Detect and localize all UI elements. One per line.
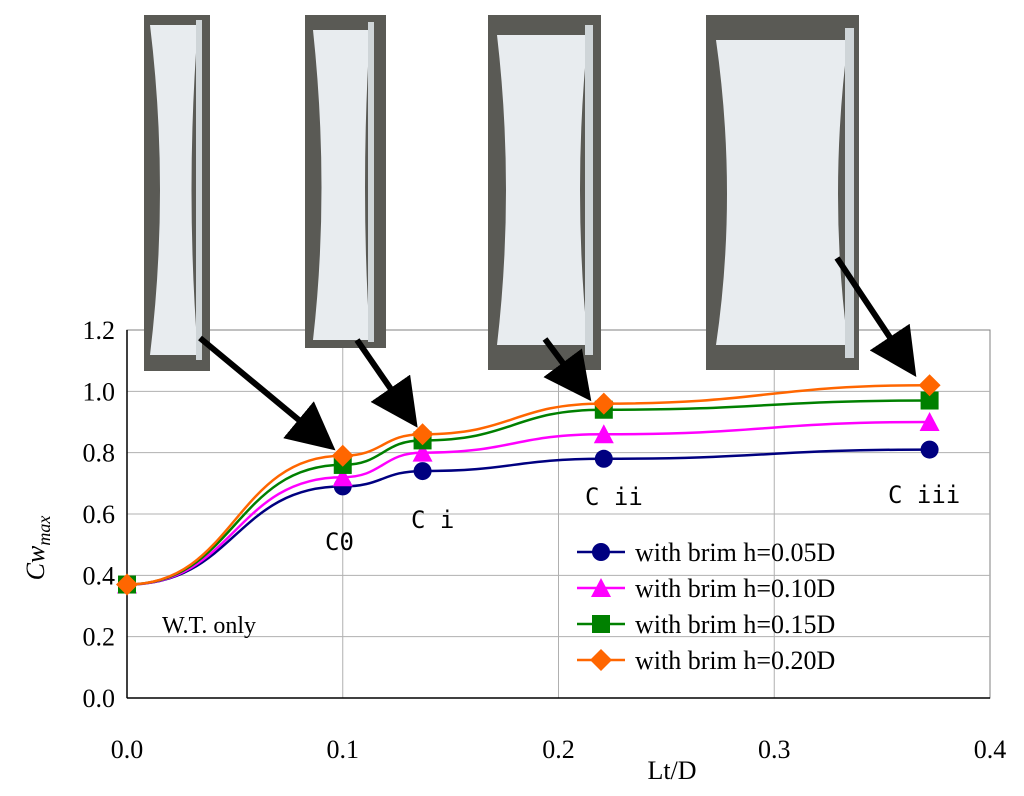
annotation-wt-only: W.T. only <box>162 613 256 639</box>
legend-marker <box>592 615 610 633</box>
arrow-ciii <box>834 256 917 377</box>
y-axis-title-group: Cwmax <box>21 516 54 581</box>
annotation-c0: C0 <box>325 528 354 556</box>
legend-marker <box>591 578 611 597</box>
y-tick-label: 1.2 <box>83 316 116 345</box>
tick-labels: 0.0 0.2 0.4 0.6 0.8 1.0 1.2 0.0 0.1 0.2 0.3 0.4 <box>83 316 1007 764</box>
y-tick-label: 0.4 <box>83 561 116 590</box>
data-point <box>920 440 939 459</box>
data-point <box>919 412 940 431</box>
photo-cii <box>488 15 601 370</box>
data-point <box>918 374 941 397</box>
y-tick-label: 1.0 <box>83 377 116 406</box>
data-point <box>332 467 353 487</box>
annotation-ciii: C iii <box>888 481 960 509</box>
y-axis-title-sub: max <box>34 516 54 546</box>
annotation-cii: C ii <box>585 483 643 511</box>
data-point <box>593 424 614 444</box>
series-line-1 <box>126 448 930 586</box>
y-tick-label: 0.0 <box>83 684 116 713</box>
axes <box>126 330 990 699</box>
y-tick-label: 0.6 <box>83 500 116 529</box>
data-point <box>594 449 613 468</box>
y-tick-label: 0.2 <box>83 623 116 652</box>
data-point <box>592 392 615 415</box>
data-point <box>412 442 433 462</box>
legend: with brim h=0.05D with brim h=0.10D with b… <box>577 538 835 675</box>
legend-label: with brim h=0.20D <box>635 646 835 675</box>
data-point <box>920 391 939 410</box>
data-point <box>411 423 434 446</box>
data-point <box>331 444 354 467</box>
series-line-2 <box>126 420 930 586</box>
arrow-ci <box>354 338 418 428</box>
annotation-ci: C i <box>411 506 454 534</box>
legend-label: with brim h=0.10D <box>635 574 835 603</box>
data-point <box>116 573 138 596</box>
series-line-4 <box>126 383 930 586</box>
legend-label: with brim h=0.15D <box>635 610 835 639</box>
data-point <box>413 462 432 481</box>
x-axis-title: Lt/D <box>647 756 696 785</box>
y-axis-title-main: Cw <box>21 545 50 580</box>
x-tick-label: 0.4 <box>974 735 1007 764</box>
photo-c0 <box>144 15 210 371</box>
series <box>116 374 941 596</box>
legend-label: with brim h=0.05D <box>635 538 835 567</box>
x-tick-label: 0.1 <box>327 735 360 764</box>
legend-marker <box>590 649 612 671</box>
x-tick-label: 0.2 <box>542 735 575 764</box>
y-axis-title: Cwmax <box>21 516 54 581</box>
photo-ci <box>305 15 386 348</box>
arrow-c0 <box>198 335 336 451</box>
series-line-3 <box>126 399 930 586</box>
y-tick-label: 0.8 <box>83 439 116 468</box>
x-tick-label: 0.3 <box>758 735 791 764</box>
x-tick-label: 0.0 <box>111 735 144 764</box>
arrow-cii <box>542 337 592 402</box>
photo-ciii <box>706 15 859 370</box>
legend-marker <box>592 543 610 561</box>
